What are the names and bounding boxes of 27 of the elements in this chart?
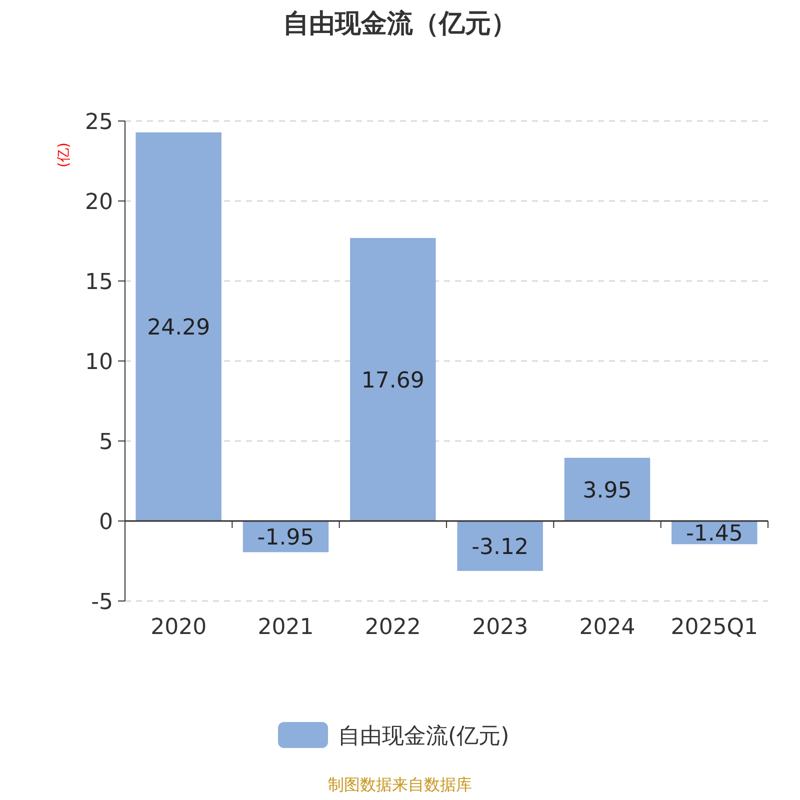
bar — [564, 458, 650, 521]
bar — [350, 238, 436, 521]
text: 制图数据来自数据库 — [328, 775, 472, 794]
y-tick-label: 10 — [85, 350, 113, 375]
data-label: -3.12 — [472, 534, 529, 560]
chart-title: 自由现金流（亿元） — [283, 9, 517, 39]
y-tick-label: 0 — [99, 510, 113, 535]
x-tick-label: 2022 — [364, 615, 421, 640]
legend-label: 自由现金流(亿元) — [338, 724, 510, 749]
bar — [457, 521, 543, 571]
y-tick-label: 25 — [85, 110, 113, 135]
y-tick-label: -5 — [91, 590, 113, 615]
bar — [136, 132, 222, 521]
data-label: -1.95 — [257, 526, 314, 551]
data-label: 17.69 — [361, 368, 424, 394]
data-label: 24.29 — [147, 316, 210, 341]
x-tick-label: 2024 — [579, 615, 636, 640]
data-label: -1.45 — [686, 522, 743, 547]
y-tick-label: 15 — [85, 270, 113, 295]
x-tick-label: 2021 — [258, 615, 314, 640]
x-tick-label: 2025Q1 — [670, 615, 758, 640]
data-label: 3.95 — [582, 478, 632, 504]
x-tick-label: 2023 — [472, 615, 528, 640]
y-tick-label: 20 — [85, 190, 113, 215]
y-tick-label: 5 — [99, 430, 113, 455]
x-tick-label: 2020 — [150, 615, 207, 640]
y-axis-title: (亿) — [56, 142, 72, 168]
